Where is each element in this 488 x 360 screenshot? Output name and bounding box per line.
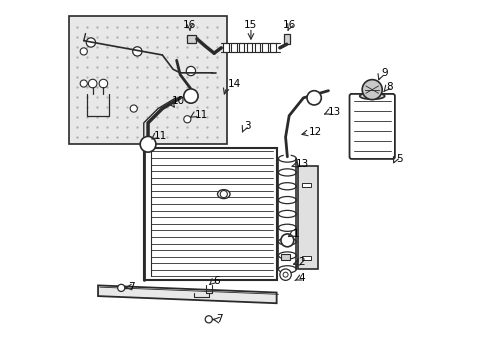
Ellipse shape: [217, 190, 229, 199]
Text: 5: 5: [395, 154, 402, 163]
Circle shape: [186, 66, 195, 76]
Text: 6: 6: [213, 276, 219, 286]
Circle shape: [279, 269, 291, 280]
Bar: [69, 16, 226, 144]
Bar: [301, 183, 310, 187]
Ellipse shape: [278, 183, 296, 190]
Ellipse shape: [278, 169, 296, 176]
Text: 9: 9: [380, 68, 387, 78]
Bar: [298, 166, 317, 269]
Bar: [187, 35, 196, 43]
Circle shape: [205, 316, 212, 323]
Circle shape: [99, 79, 107, 88]
Circle shape: [183, 116, 190, 123]
Bar: [301, 256, 310, 260]
Bar: [223, 43, 228, 52]
Bar: [262, 43, 267, 52]
Text: 11: 11: [194, 110, 207, 120]
Text: 2: 2: [298, 257, 304, 267]
Text: 4: 4: [298, 273, 304, 283]
Bar: [283, 33, 289, 44]
Text: 3: 3: [244, 121, 251, 131]
Circle shape: [220, 190, 227, 198]
Circle shape: [306, 91, 321, 105]
FancyBboxPatch shape: [349, 94, 394, 159]
Ellipse shape: [278, 266, 296, 273]
Circle shape: [140, 136, 156, 152]
Text: 16: 16: [183, 19, 196, 30]
Text: 12: 12: [308, 127, 322, 137]
Circle shape: [80, 80, 87, 87]
Text: 13: 13: [327, 107, 341, 117]
Bar: [281, 253, 289, 260]
Bar: [238, 43, 244, 52]
Bar: [246, 43, 252, 52]
Circle shape: [88, 79, 97, 88]
Ellipse shape: [278, 252, 296, 259]
Circle shape: [283, 272, 287, 277]
Text: 14: 14: [227, 79, 240, 89]
Text: 1: 1: [292, 229, 299, 239]
Polygon shape: [98, 285, 276, 303]
Ellipse shape: [278, 224, 296, 231]
Text: 15: 15: [244, 19, 257, 30]
Bar: [144, 148, 276, 280]
Text: 7: 7: [216, 314, 222, 324]
Ellipse shape: [278, 155, 296, 162]
Circle shape: [86, 38, 95, 47]
Text: 13: 13: [295, 159, 308, 169]
Ellipse shape: [278, 238, 296, 245]
Ellipse shape: [278, 210, 296, 217]
Bar: [230, 43, 236, 52]
Ellipse shape: [278, 197, 296, 204]
Ellipse shape: [359, 93, 384, 99]
Circle shape: [362, 80, 382, 100]
Circle shape: [281, 234, 293, 247]
Circle shape: [132, 47, 142, 56]
Text: 16: 16: [282, 19, 295, 30]
Circle shape: [183, 89, 198, 103]
Circle shape: [80, 48, 87, 55]
Circle shape: [118, 284, 124, 292]
Circle shape: [130, 105, 137, 112]
Bar: [270, 43, 275, 52]
Bar: [254, 43, 260, 52]
Text: 11: 11: [154, 131, 167, 141]
Text: 7: 7: [128, 282, 135, 292]
Text: 10: 10: [171, 96, 184, 107]
Text: 8: 8: [386, 82, 392, 92]
